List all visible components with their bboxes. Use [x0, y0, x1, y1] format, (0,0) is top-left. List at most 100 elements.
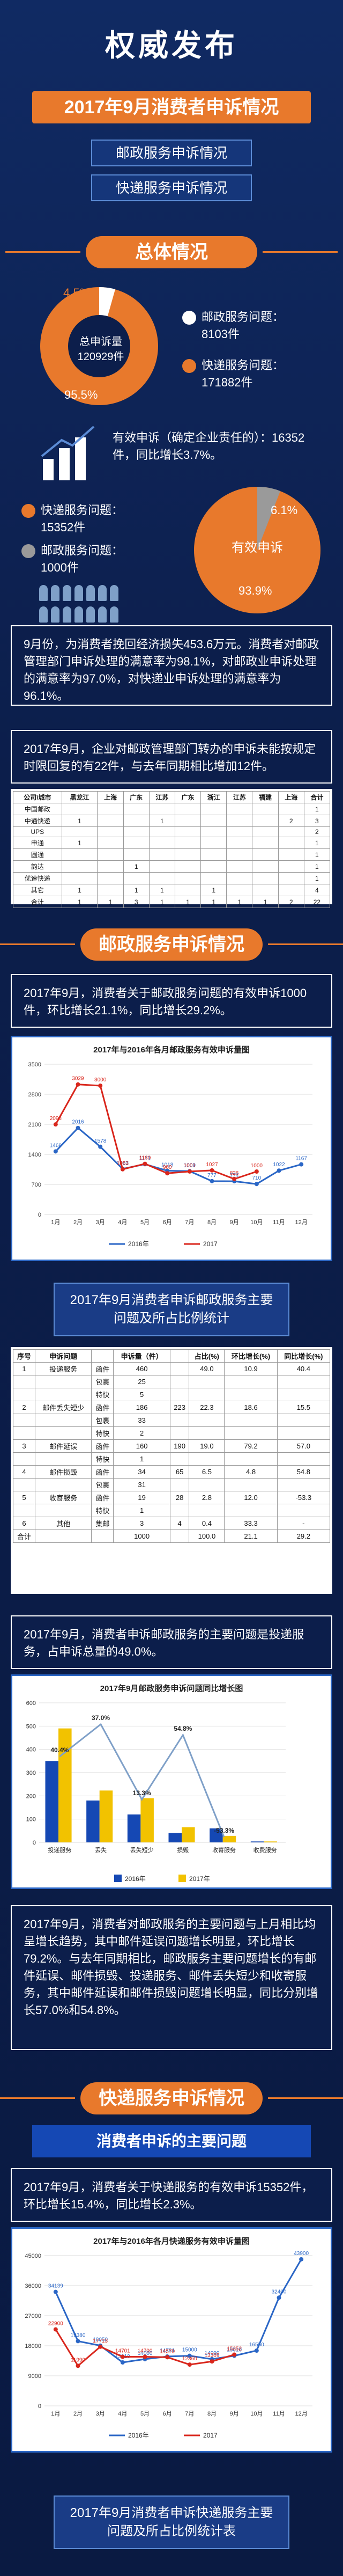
unresolved-header-9: 上海: [278, 791, 304, 803]
postal-cell: 邮件丢失短少: [34, 1401, 92, 1414]
table-row: 特快 5: [13, 1388, 331, 1401]
legend-label: 2017: [203, 1240, 218, 1248]
postal-cell: 函件: [91, 1439, 114, 1453]
link-postal[interactable]: 邮政服务申诉情况: [91, 140, 252, 166]
postal-cell: 特快: [91, 1452, 114, 1466]
data-point: [232, 2352, 237, 2357]
data-label: 3029: [72, 1076, 84, 1082]
postal-table-panel: 序号 申诉问题 申诉量（件） 占比(%) 环比增长(%) 同比增长(%) 1 投递服务 函件 4…: [11, 1347, 332, 1594]
postal-cell: [13, 1414, 35, 1427]
x-tick-label: 收寄服务: [212, 1846, 236, 1854]
data-label: 1578: [94, 1138, 107, 1144]
unresolved-cell: [226, 826, 253, 837]
postal-cell: [169, 1504, 190, 1517]
postal-cell: 79.2: [224, 1439, 278, 1453]
postal-line-chart-box: 2017年与2016年各月邮政服务有效申诉量图 0 700 1400 2100 2800 3…: [11, 1036, 332, 1261]
data-point: [120, 2360, 125, 2365]
data-label: 43900: [294, 2251, 309, 2257]
postal-cell: 190: [169, 1439, 190, 1453]
postal-cell: [13, 1452, 35, 1466]
unresolved-cell: [278, 872, 304, 884]
data-label: 14701: [115, 2348, 130, 2354]
y-tick-label: 0: [38, 2403, 41, 2410]
data-point: [187, 2353, 192, 2358]
total-donut: [40, 287, 158, 405]
unresolved-cell: [174, 803, 202, 815]
effective-text: 有效申诉（确定企业责任的）：16352件，同比增长3.7%。: [113, 431, 305, 462]
unresolved-cell: [200, 826, 227, 837]
data-label: 16550: [249, 2342, 264, 2348]
x-tick-label: 1月: [51, 1219, 60, 1226]
data-label: 14570: [160, 2348, 175, 2354]
link-express[interactable]: 快递服务申诉情况: [91, 174, 252, 201]
unresolved-cell: 申通: [13, 837, 62, 849]
unresolved-cell: [200, 872, 227, 884]
chart-title: 2017年与2016年各月邮政服务有效申诉量图: [93, 1045, 250, 1055]
postal-header-7: 同比增长(%): [277, 1349, 331, 1363]
legend-label: 2016年: [128, 2432, 149, 2439]
data-label: 1180: [139, 1155, 151, 1161]
postal-cell: [189, 1375, 225, 1388]
data-point: [53, 1149, 58, 1154]
postal-cell: [13, 1375, 35, 1388]
legend-express: 快递服务问题：: [202, 358, 285, 372]
unresolved-cell: 1: [200, 896, 227, 908]
postal-cell: [34, 1504, 92, 1517]
unresolved-cell: 4: [303, 884, 331, 896]
eff-express-val: 15352件: [41, 521, 86, 534]
data-point: [143, 1161, 147, 1166]
postal-cell: [34, 1452, 92, 1466]
unresolved-cell: [174, 837, 202, 849]
unresolved-cell: [252, 884, 279, 896]
x-tick-label: 9月: [230, 2411, 239, 2417]
pct-big: 95.5%: [64, 388, 98, 401]
data-label: 1063: [117, 1160, 129, 1166]
bar: [45, 1761, 59, 1842]
postal-bar-chart-box: 2017年9月邮政服务申诉问题同比增长图 0 100 200 300 400 500 600 2…: [11, 1674, 332, 1889]
legend-label: 2016年: [125, 1875, 146, 1883]
pct-small: 4.5%: [63, 286, 91, 299]
unresolved-cell: [252, 815, 279, 827]
unresolved-cell: [226, 815, 253, 827]
unresolved-cell: 1: [123, 860, 150, 873]
postal-cell: [189, 1504, 225, 1517]
unresolved-cell: 韵达: [13, 860, 62, 873]
bar: [140, 1798, 154, 1842]
table-row: 合计 1 1 3 1 1 1 1 1 2 22: [13, 896, 331, 908]
postal-cell: [34, 1478, 92, 1491]
unresolved-cell: [61, 872, 98, 884]
postal-cell: [169, 1375, 190, 1388]
postal-cell: 19: [113, 1491, 170, 1504]
data-label: 22900: [48, 2321, 63, 2327]
unresolved-header-6: 浙江: [200, 791, 227, 803]
unresolved-cell: [252, 803, 279, 815]
data-label: 1027: [206, 1162, 218, 1168]
postal-header-3: 申诉量（件）: [113, 1349, 170, 1363]
unresolved-cell: 1: [123, 884, 150, 896]
legend-swatch: [178, 1875, 186, 1882]
people-icons-2: [38, 606, 120, 625]
legend-label: 2017: [203, 2432, 218, 2439]
postal-cell: [169, 1529, 190, 1543]
postal-cell: [189, 1478, 225, 1491]
postal-cell: [169, 1414, 190, 1427]
unresolved-cell: [226, 860, 253, 873]
table-row: 包裹 33: [13, 1414, 331, 1427]
table-row: 4 邮件损毁 函件 34 65 6.5 4.8 54.8: [13, 1465, 331, 1479]
growth-label: 37.0%: [92, 1714, 110, 1722]
unresolved-cell: [97, 826, 124, 837]
y-tick-label: 400: [26, 1747, 36, 1753]
postal-cell: 特快: [91, 1426, 114, 1440]
unresolved-header-3: 广东: [123, 791, 150, 803]
y-tick-label: 45000: [25, 2253, 41, 2259]
unresolved-cell: 优速快递: [13, 872, 62, 884]
data-point: [76, 2339, 80, 2344]
postal-cell: [34, 1529, 92, 1543]
x-tick-label: 7月: [185, 1219, 194, 1226]
page-title: 权威发布: [105, 28, 238, 62]
postal-cell: 18.6: [224, 1401, 278, 1414]
data-point: [210, 2359, 214, 2364]
bar: [250, 1841, 264, 1842]
data-label: 15000: [182, 2347, 197, 2353]
section-overview: 总体情况: [5, 236, 338, 268]
